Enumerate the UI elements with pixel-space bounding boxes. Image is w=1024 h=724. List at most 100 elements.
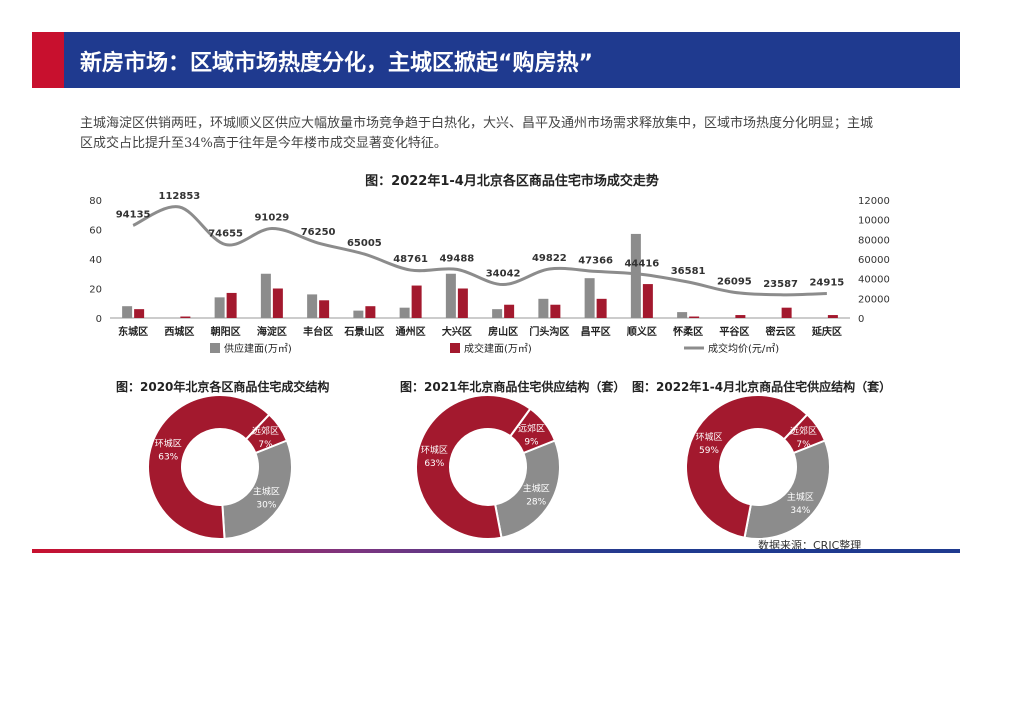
x-tick-label: 通州区 (396, 326, 426, 338)
pie-slice-name: 主城区 (787, 491, 814, 503)
bar-deal (180, 316, 191, 318)
data-source: 数据来源：CRIC整理 (758, 539, 862, 552)
price-data-label: 76250 (301, 227, 336, 238)
price-data-label: 24915 (809, 278, 844, 289)
y-left-tick-label: 20 (89, 285, 102, 296)
title-accent (32, 32, 64, 88)
bar-deal (827, 315, 838, 318)
x-tick-label: 平谷区 (719, 325, 749, 338)
bar-deal (642, 284, 653, 318)
x-tick-label: 朝阳区 (211, 325, 241, 338)
legend-swatch-deal (450, 343, 460, 353)
x-tick-label: 房山区 (488, 325, 518, 338)
bar-deal (226, 292, 237, 318)
y-left-tick-label: 0 (96, 314, 102, 325)
bar-supply (584, 278, 595, 318)
bar-deal (689, 316, 700, 318)
bar-deal (134, 309, 145, 318)
pie-slice-name: 主城区 (523, 482, 550, 494)
price-data-label: 48761 (393, 254, 428, 265)
x-tick-label: 门头沟区 (529, 325, 569, 338)
pie-slice (221, 439, 293, 540)
pie-chart-2021: 主城区 28% 环城区 63% 远郊区 9% (415, 394, 561, 540)
price-line (132, 205, 827, 297)
bar-deal (411, 285, 422, 318)
y-left-tick-label: 40 (89, 255, 102, 266)
price-data-label: 26095 (717, 276, 752, 287)
pie-slice-value: 9% (524, 437, 539, 447)
x-tick-label: 丰台区 (303, 325, 333, 338)
pie-slice (508, 407, 557, 455)
price-data-label: 49488 (439, 253, 474, 264)
x-tick-label: 西城区 (164, 325, 194, 338)
bar-deal (457, 288, 468, 318)
price-data-label: 91029 (254, 212, 289, 223)
bar-deal (272, 288, 283, 318)
bar-supply (122, 306, 133, 318)
y-right-tick-label: 120000 (858, 196, 890, 207)
bar-supply (353, 310, 364, 318)
pie-slice (743, 439, 831, 540)
pie-slice-value: 63% (158, 452, 178, 462)
pie-slice-value: 30% (256, 500, 276, 510)
y-right-tick-label: 100000 (858, 216, 890, 227)
price-data-label: 34042 (486, 269, 521, 280)
pie-title-2022: 图：2022年1-4月北京商品住宅供应结构（套） (632, 380, 892, 394)
pie-slice-value: 28% (526, 497, 546, 507)
pie-slice-value: 63% (424, 459, 444, 469)
y-left-tick-label: 80 (89, 196, 102, 207)
pie-slice-name: 主城区 (253, 485, 280, 497)
x-tick-label: 大兴区 (442, 325, 472, 338)
intro-paragraph: 主城海淀区供销两旺，环城顺义区供应大幅放量市场竞争趋于白热化，大兴、昌平及通州市… (80, 116, 874, 151)
price-data-label: 47366 (578, 255, 613, 266)
bar-supply (677, 312, 688, 318)
price-data-label: 49822 (532, 253, 567, 264)
pie-slice-value: 59% (699, 446, 719, 456)
price-data-label: 112853 (159, 191, 201, 202)
pie-slice (415, 394, 532, 540)
pie-slice-name: 远郊区 (518, 422, 545, 434)
pie-title-2021: 图：2021年北京商品住宅供应结构（套） (400, 380, 626, 394)
x-tick-label: 石景山区 (343, 325, 384, 338)
y-right-tick-label: 40000 (858, 275, 890, 286)
y-right-tick-label: 20000 (858, 294, 890, 305)
x-tick-label: 海淀区 (257, 325, 287, 338)
bar-supply (538, 298, 549, 318)
x-tick-label: 昌平区 (581, 326, 611, 338)
pie-title-2020: 图：2020年北京各区商品住宅成交结构 (116, 380, 330, 394)
page-title: 新房市场：区域市场热度分化，主城区掀起“购房热” (80, 51, 593, 76)
bar-supply (445, 273, 456, 318)
x-tick-label: 东城区 (118, 325, 148, 338)
pie-chart-2020: 主城区 30% 环城区 63% 远郊区 7% (147, 394, 293, 540)
x-tick-label: 怀柔区 (673, 325, 703, 338)
x-tick-label: 密云区 (766, 325, 796, 338)
bar-supply (492, 309, 503, 318)
pie-slice-name: 远郊区 (252, 425, 279, 437)
bar-deal (596, 298, 607, 318)
bottom-divider (32, 549, 960, 553)
price-data-label: 23587 (763, 279, 798, 290)
pie-slice-value: 7% (796, 440, 811, 450)
price-data-label: 44416 (624, 258, 659, 269)
bar-deal (319, 300, 330, 318)
y-right-tick-label: 60000 (858, 255, 890, 266)
bar-supply (307, 294, 318, 318)
bar-deal (550, 304, 561, 318)
bar-supply (260, 273, 271, 318)
price-data-label: 65005 (347, 238, 382, 249)
y-right-tick-label: 0 (858, 314, 864, 325)
bar-supply (630, 233, 641, 318)
bar-deal (365, 306, 376, 318)
price-data-label: 94135 (116, 209, 151, 220)
y-right-tick-label: 80000 (858, 235, 890, 246)
bar-deal (504, 304, 515, 318)
legend-swatch-supply (210, 343, 220, 353)
pie-slice-name: 环城区 (421, 445, 448, 456)
legend-label-price: 成交均价(元/㎡) (708, 342, 779, 355)
price-data-label: 74655 (208, 229, 243, 240)
pie-slice-name: 环城区 (695, 432, 722, 443)
y-left-tick-label: 60 (89, 226, 102, 237)
legend-label-deal: 成交建面(万㎡) (464, 342, 532, 355)
pie-slice-name: 环城区 (155, 438, 182, 449)
price-data-label: 36581 (671, 266, 706, 277)
